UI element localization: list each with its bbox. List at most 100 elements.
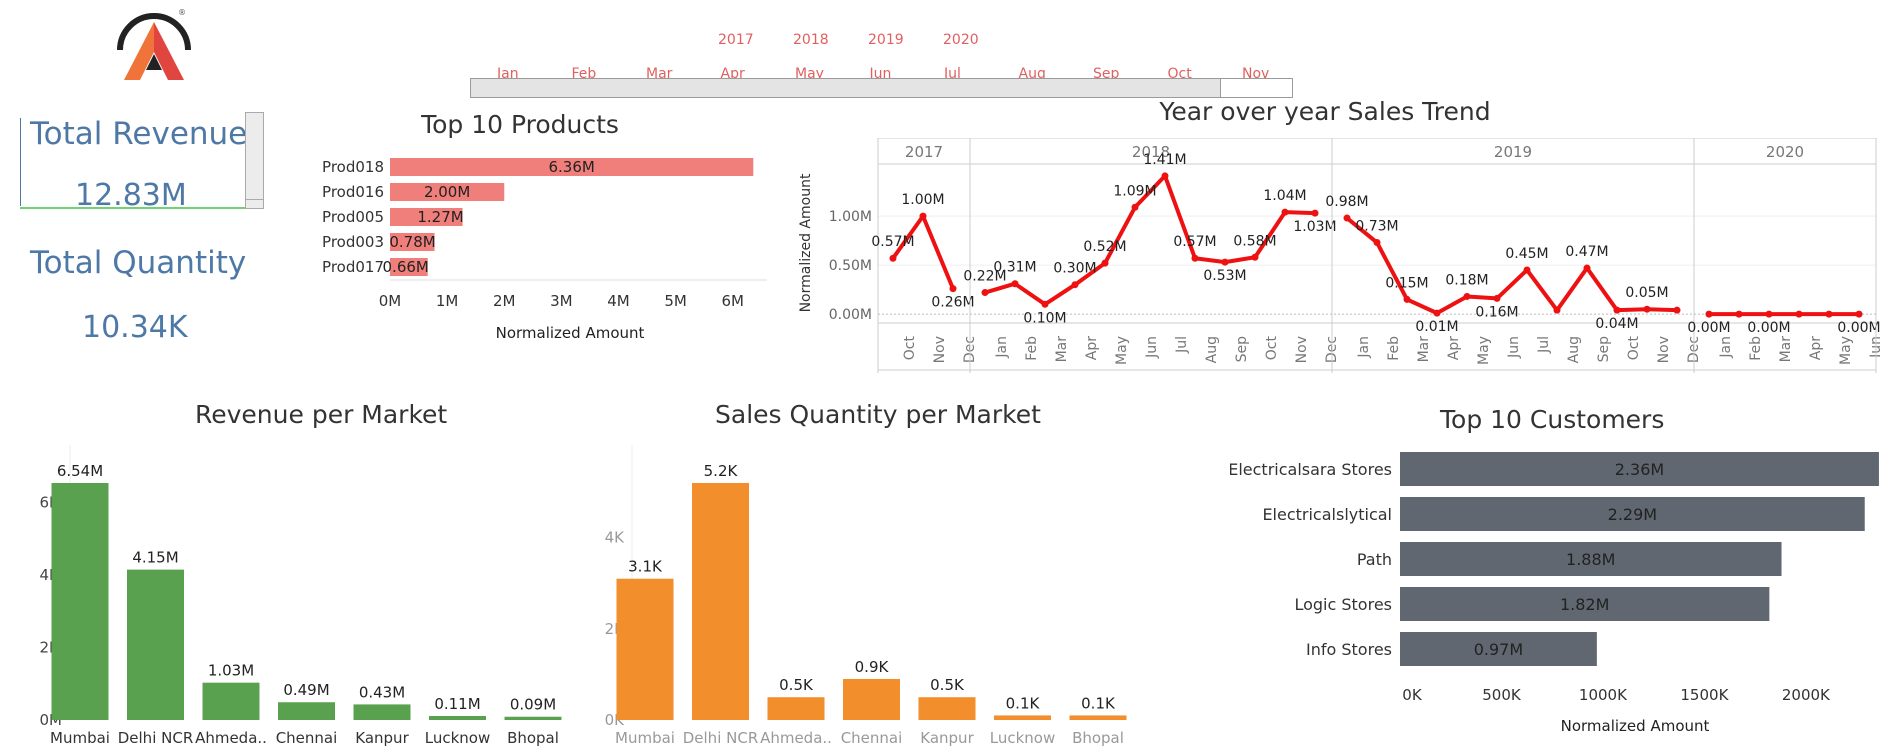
market-bar <box>918 697 976 720</box>
trend-point <box>1343 214 1351 222</box>
x-tick-label: 3M <box>550 292 573 310</box>
yoy-trend-chart: 0.00M 0.50M 1.00M Normalized Amount 2017 Oct 0… <box>798 138 1880 373</box>
customer-bar <box>1400 497 1865 531</box>
trend-line-2018 <box>984 173 1316 307</box>
product-bar <box>390 233 435 251</box>
y-axis-title: Normalized Amount <box>798 173 814 312</box>
month-tick-label: Jul <box>1536 336 1552 354</box>
y-tick-label: 0.00M <box>829 307 872 323</box>
filter-year-label[interactable]: 2017 <box>718 32 754 48</box>
year-header-label: 2018 <box>1132 143 1170 161</box>
month-tick-label: Sep <box>1596 336 1612 363</box>
month-tick-label: Oct <box>902 336 918 361</box>
trend-value-label: 0.47M <box>1565 244 1608 260</box>
y-tick-label: 4K <box>605 529 626 547</box>
month-tick-label: Nov <box>1656 336 1672 363</box>
month-tick-label: May <box>1476 336 1492 365</box>
customer-value-label: 0.97M <box>1474 640 1523 659</box>
product-category-label: Prod016 <box>322 183 384 201</box>
customer-category-label: Info Stores <box>1306 640 1392 659</box>
x-tick-label: 1000K <box>1579 686 1628 704</box>
customer-value-label: 1.82M <box>1560 595 1609 614</box>
market-bar <box>504 716 562 720</box>
trend-value-label: 0.45M <box>1505 246 1548 262</box>
trend-point <box>1795 310 1803 318</box>
trend-line-2017 <box>891 214 955 290</box>
quantity-market-title: Sales Quantity per Market <box>715 400 1041 429</box>
month-tick-label: Aug <box>1566 336 1582 363</box>
month-tick-label: Oct <box>1626 336 1642 361</box>
trend-point <box>1161 172 1169 180</box>
trend-value-label: 1.00M <box>901 192 944 208</box>
market-category-label: Kanpur <box>355 729 409 747</box>
x-tick-label: 4M <box>607 292 630 310</box>
trend-point <box>1583 264 1591 272</box>
total-quantity-value: 10.34K <box>82 310 188 345</box>
trend-point <box>1765 310 1773 318</box>
trend-value-label: 0.16M <box>1475 304 1518 320</box>
trend-value-label: 0.01M <box>1415 319 1458 335</box>
brand-logo: ® <box>110 8 200 83</box>
total-revenue-label: Total Revenue <box>30 116 248 152</box>
market-category-label: Lucknow <box>990 729 1056 747</box>
market-category-label: Ahmeda.. <box>760 729 832 747</box>
trend-point <box>981 289 989 297</box>
trend-value-label: 0.58M <box>1233 233 1276 249</box>
trend-point <box>1041 300 1049 308</box>
market-value-label: 0.1K <box>1006 694 1041 712</box>
trend-point <box>889 254 897 262</box>
date-range-selection[interactable] <box>471 79 1221 97</box>
month-tick-label: Mar <box>1416 336 1432 363</box>
top-customers-chart: Electricalsara Stores 2.36M Electricalslyt… <box>1230 452 1879 735</box>
filter-year-label[interactable]: 2018 <box>793 32 829 48</box>
market-bar <box>202 682 260 720</box>
date-filter[interactable]: 2017 2018 2019 2020 Jan Feb Mar Apr May Jun Jul Au… <box>470 30 1300 100</box>
kpi-scrollbar[interactable] <box>245 112 264 209</box>
trend-value-label: 0.00M <box>1837 320 1880 336</box>
date-range-slider[interactable] <box>470 78 1293 98</box>
market-value-label: 1.03M <box>208 662 254 680</box>
filter-year-label[interactable]: 2019 <box>868 32 904 48</box>
year-header-label: 2019 <box>1494 143 1532 161</box>
kpi-underline <box>20 207 245 209</box>
filter-year-label[interactable]: 2020 <box>943 32 979 48</box>
market-value-label: 0.49M <box>283 681 329 699</box>
trend-value-label: 1.04M <box>1263 188 1306 204</box>
market-value-label: 5.2K <box>704 462 739 480</box>
customer-bar <box>1400 452 1879 486</box>
total-quantity-label: Total Quantity <box>30 245 247 281</box>
month-tick-label: Jan <box>1356 336 1372 359</box>
market-value-label: 0.5K <box>779 676 814 694</box>
month-tick-label: Oct <box>1264 336 1280 361</box>
x-tick-label: 6M <box>721 292 744 310</box>
trend-point <box>1493 294 1501 302</box>
market-bar <box>616 578 674 720</box>
trend-point <box>1523 266 1531 274</box>
market-category-label: Ahmeda.. <box>195 729 267 747</box>
market-bar <box>767 697 825 720</box>
trend-value-label: 0.57M <box>871 234 914 250</box>
market-bar <box>429 716 486 720</box>
market-value-label: 6.54M <box>57 462 103 480</box>
trend-value-label: 0.18M <box>1445 272 1488 288</box>
x-tick-label: 0M <box>379 292 402 310</box>
trend-line-2019 <box>1345 216 1678 316</box>
market-value-label: 0.9K <box>855 658 890 676</box>
market-bar <box>692 483 749 720</box>
customer-bar <box>1400 542 1782 576</box>
registered-mark: ® <box>178 8 186 17</box>
x-tick-label: 1M <box>436 292 459 310</box>
trend-point <box>1311 209 1319 217</box>
market-bar <box>994 715 1051 720</box>
market-bar <box>353 704 411 720</box>
market-bar <box>51 483 109 720</box>
trend-point <box>1131 203 1139 211</box>
month-tick-label: Apr <box>1808 336 1824 360</box>
month-tick-label: Mar <box>1054 336 1070 363</box>
scrollbar-thumb[interactable] <box>246 199 263 200</box>
trend-point <box>1373 239 1381 247</box>
trend-value-label: 0.52M <box>1083 239 1126 255</box>
month-tick-label: Jun <box>1144 336 1160 359</box>
product-bar <box>390 158 754 176</box>
